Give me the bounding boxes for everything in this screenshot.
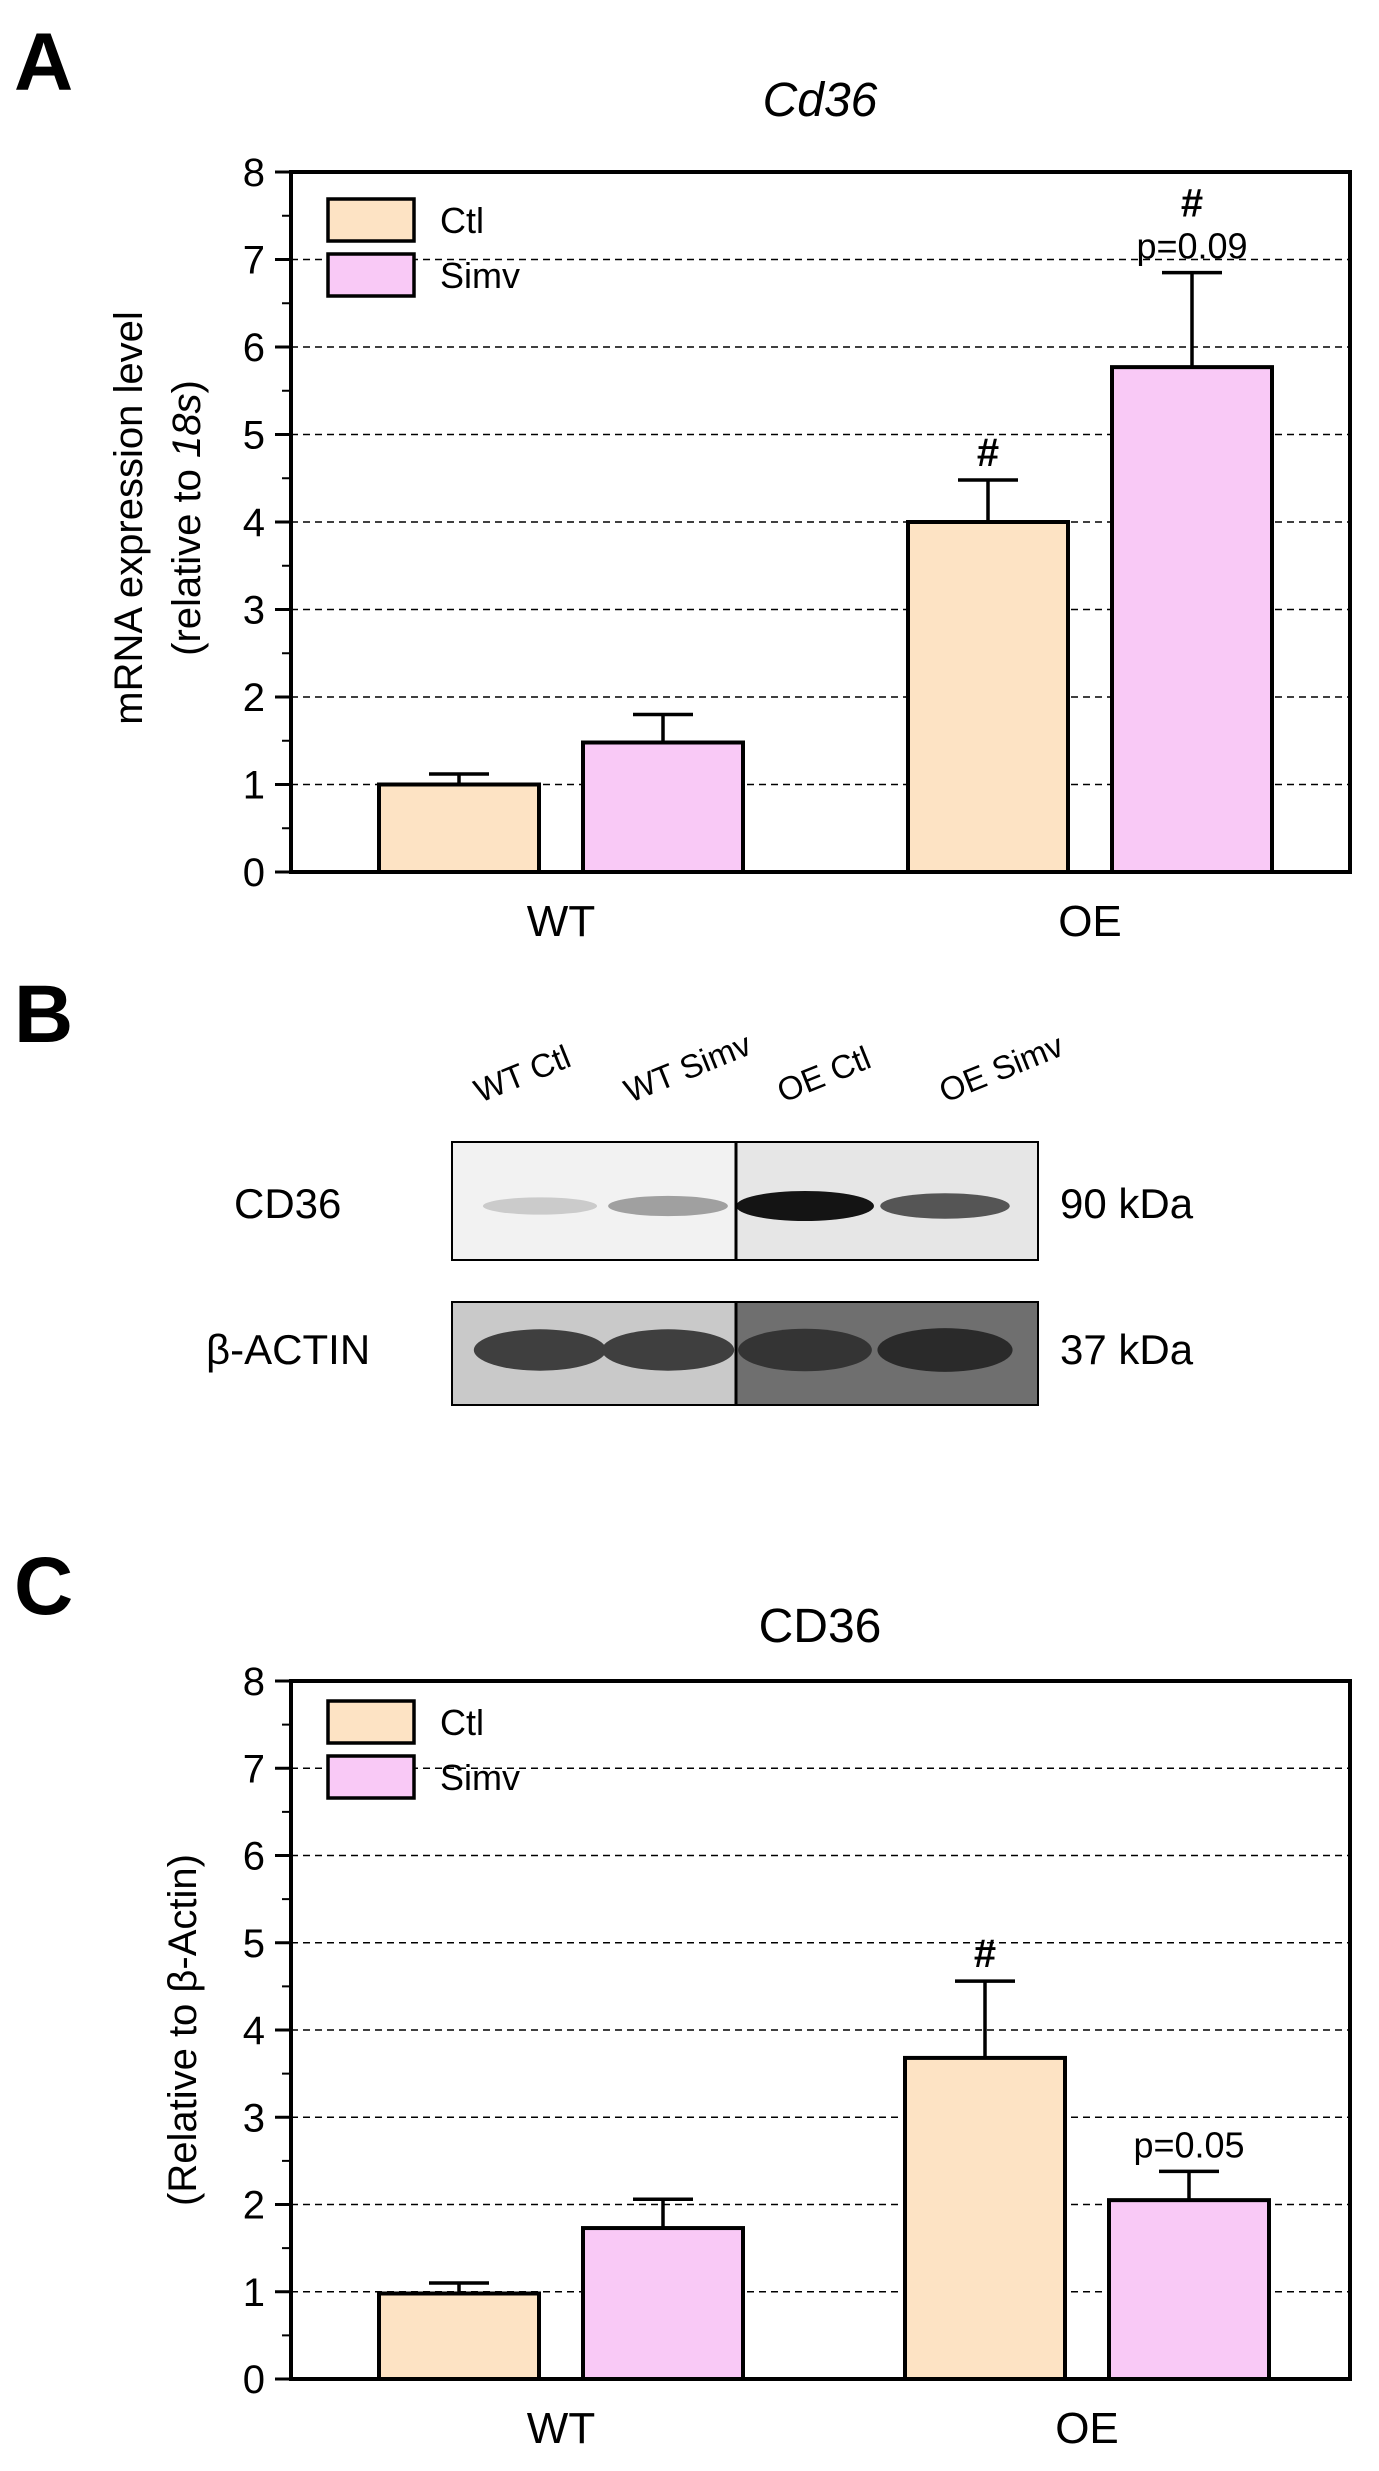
chart-c-ytick-label: 2 bbox=[243, 2184, 265, 2228]
panel-letter-c: C bbox=[14, 1541, 73, 1632]
chart-a-bar-oe-ctl bbox=[906, 520, 1070, 874]
blot-band-actin-lane-2 bbox=[601, 1329, 735, 1371]
chart-c-ylabel: (Relative to β-Actin) bbox=[161, 1854, 205, 2206]
chart-c-title: CD36 bbox=[759, 1600, 882, 1653]
panel-letter-a: A bbox=[14, 17, 73, 108]
chart-a-ytick-label: 5 bbox=[243, 414, 265, 458]
chart-c-legend-swatch-simv bbox=[326, 1754, 416, 1800]
blot-row-label-actin: β-ACTIN bbox=[206, 1326, 370, 1373]
chart-c-annotation-symbol: # bbox=[974, 1932, 996, 1976]
chart-a-ytick-label: 7 bbox=[243, 239, 265, 283]
blot-size-actin: 37 kDa bbox=[1060, 1326, 1194, 1373]
blot-band-cd36-lane-4 bbox=[880, 1193, 1010, 1219]
chart-c-ytick-label: 3 bbox=[243, 2096, 265, 2140]
chart-c-ytick-label: 5 bbox=[243, 1922, 265, 1966]
chart-a-legend-swatch-simv bbox=[326, 252, 416, 298]
chart-c-ytick-label: 6 bbox=[243, 1835, 265, 1879]
blot-band-cd36-lane-3 bbox=[736, 1191, 874, 1221]
chart-c-xtick-label-oe: OE bbox=[1055, 2404, 1119, 2453]
chart-a-ylabel-line1: mRNA expression level bbox=[107, 311, 151, 725]
lane-label-wt-ctl: WT Ctl bbox=[469, 1038, 576, 1110]
chart-a-bar-wt-ctl bbox=[377, 782, 541, 874]
blot-band-cd36-lane-2 bbox=[608, 1195, 728, 1217]
chart-a-ytick-label: 1 bbox=[243, 764, 265, 808]
chart-a-legend-label-simv: Simv bbox=[440, 255, 520, 296]
chart-c-ytick-label: 7 bbox=[243, 1747, 265, 1791]
chart-a-bar-oe-simv bbox=[1110, 365, 1274, 874]
blot-band-actin-lane-3 bbox=[738, 1328, 872, 1372]
chart-a-annotation-text: p=0.09 bbox=[1136, 226, 1247, 267]
blot-size-cd36: 90 kDa bbox=[1060, 1180, 1194, 1227]
chart-c-axes-frame bbox=[289, 1679, 1352, 2381]
chart-c-xtick-label-wt: WT bbox=[527, 2404, 595, 2453]
chart-a-ytick-label: 8 bbox=[243, 151, 265, 195]
chart-c-bar-oe-simv bbox=[1107, 2198, 1271, 2381]
chart-c-legend-swatch-ctl bbox=[326, 1699, 416, 1745]
chart-c-bar-wt-ctl bbox=[377, 2291, 541, 2382]
lane-label-oe-ctl: OE Ctl bbox=[772, 1039, 876, 1110]
chart-a-ytick-label: 3 bbox=[243, 589, 265, 633]
chart-a-ytick-label: 2 bbox=[243, 676, 265, 720]
chart-a-ylabel-line2: (relative to 18s) bbox=[165, 380, 209, 656]
chart-c-bar-wt-simv bbox=[581, 2226, 745, 2382]
chart-a-legend-label-ctl: Ctl bbox=[440, 200, 484, 241]
chart-a-axes-frame bbox=[289, 170, 1352, 874]
western-blot: WT Ctl WT Simv OE Ctl OE Simv CD36 β-ACT… bbox=[206, 1025, 1194, 1406]
lane-label-oe-simv: OE Simv bbox=[934, 1026, 1069, 1109]
chart-a-annotation-symbol: # bbox=[1181, 182, 1203, 226]
chart-a-bar-wt-simv bbox=[581, 740, 745, 874]
chart-a-ytick-label: 6 bbox=[243, 326, 265, 370]
chart-a-ytick-label: 4 bbox=[243, 501, 265, 545]
lane-label-wt-simv: WT Simv bbox=[619, 1025, 757, 1109]
chart-c-ytick-label: 1 bbox=[243, 2271, 265, 2315]
blot-band-actin-lane-1 bbox=[473, 1329, 607, 1371]
chart-c-plot: 0 1 2 3 4 5 6 7 8 WT # p=0.05 OE Ctl Simv bbox=[243, 1660, 1352, 2453]
chart-c-annotation-text: p=0.05 bbox=[1133, 2124, 1244, 2165]
chart-c-ytick-label: 0 bbox=[243, 2358, 265, 2402]
chart-c-ytick-label: 8 bbox=[243, 1660, 265, 1704]
chart-a-legend-swatch-ctl bbox=[326, 197, 416, 243]
chart-a-ytick-label: 0 bbox=[243, 851, 265, 895]
chart-a-xtick-label-oe: OE bbox=[1058, 897, 1122, 946]
blot-row-label-cd36: CD36 bbox=[234, 1180, 341, 1227]
chart-c-legend-label-simv: Simv bbox=[440, 1757, 520, 1798]
blot-band-actin-lane-4 bbox=[877, 1328, 1013, 1372]
blot-band-cd36-lane-1 bbox=[482, 1197, 598, 1215]
chart-a-annotation-symbol: # bbox=[977, 431, 999, 475]
chart-c-ytick-label: 4 bbox=[243, 2009, 265, 2053]
chart-a-xtick-label-wt: WT bbox=[527, 897, 595, 946]
chart-a-title: Cd36 bbox=[763, 74, 878, 127]
panel-letter-b: B bbox=[14, 969, 73, 1060]
chart-c-legend-label-ctl: Ctl bbox=[440, 1702, 484, 1743]
chart-c-bar-oe-ctl bbox=[903, 2055, 1067, 2381]
